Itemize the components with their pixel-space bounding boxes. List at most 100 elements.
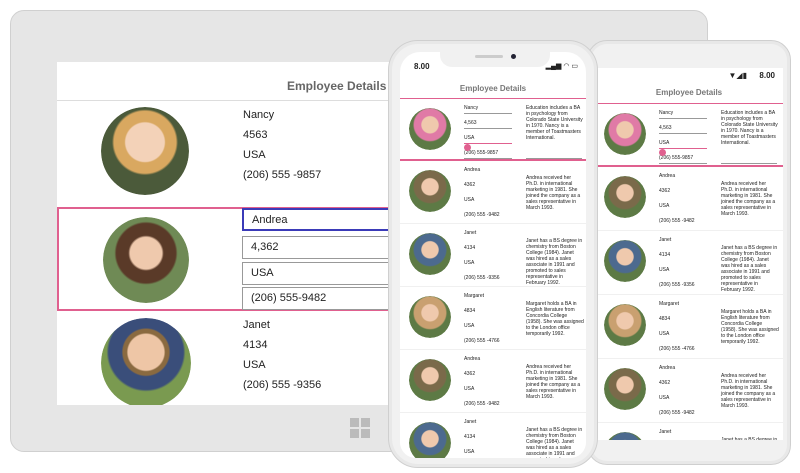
list-item[interactable]: Andrea 4362 USA (206) 555 -9482 Andrea recei… [595,167,783,231]
employee-description: Janet has a BS degree in chemistry from … [721,245,778,293]
employee-id[interactable]: 4,563 [464,120,477,126]
employee-description: Janet has a BS degree in chemistry from … [526,238,583,286]
employee-phone: (206) 555 -9356 [464,275,500,281]
phone-input[interactable]: (206) 555-9482 [242,287,397,310]
employee-phone: (206) 555 -9857 [243,169,322,181]
employee-phone: (206) 555 -4766 [659,346,695,352]
employee-country: USA [464,323,475,329]
input-underline [659,133,707,134]
employee-name[interactable]: Nancy [659,110,674,116]
input-underline [464,143,512,144]
employee-country: USA [464,260,475,266]
page-title: Employee Details [655,88,723,97]
input-underline [659,118,707,119]
employee-phone: (206) 555 -9482 [464,212,500,218]
employee-name: Margaret [464,293,485,299]
employee-description: Andrea received her Ph.D. in internation… [526,364,581,400]
avatar [604,304,646,346]
id-input[interactable]: 4,362 [242,236,397,259]
employee-id: 4134 [464,434,476,440]
avatar [101,318,191,405]
employee-country: USA [464,386,475,392]
avatar [409,359,451,401]
input-underline [464,113,512,114]
employee-country: USA [464,197,475,203]
list-item[interactable]: Andrea 4362 USA (206) 555 -9482 Andrea recei… [400,161,586,224]
employee-phone: (206) 555 -9482 [659,410,695,416]
employee-id: 4362 [659,188,671,194]
employee-description: Andrea received her Ph.D. in internation… [526,175,581,211]
employee-name: Janet [659,237,672,243]
status-time: 8.00 [759,71,775,80]
employee-id[interactable]: 4,563 [659,125,672,131]
employee-country[interactable]: USA [659,140,670,146]
employee-phone: (206) 555 -4766 [464,338,500,344]
list-item[interactable]: Andrea 4362 USA (206) 555 -9482 Andrea recei… [595,359,783,423]
employee-id: 4563 [243,129,268,141]
list-item[interactable]: Nancy 4,563 USA (206) 555-9857 Education inc… [400,98,586,161]
list-item[interactable]: Nancy 4,563 USA (206) 555-9857 Education inc… [595,103,783,167]
employee-description: Janet has a BS degree in chemistry from … [721,437,778,440]
employee-name: Janet [659,429,672,435]
employee-name: Andrea [464,356,481,362]
avatar [604,432,646,440]
employee-name: Andrea [464,167,481,173]
employee-description: Education includes a BA in psychology fr… [721,110,778,146]
status-time: 8.00 [414,62,430,71]
employee-name[interactable]: Nancy [464,105,479,111]
input-underline [464,128,512,129]
list-item[interactable]: Margaret 4834 USA (206) 555 -4766 Margaret h… [595,295,783,359]
employee-phone: (206) 555 -9356 [243,379,322,391]
name-input[interactable]: Andrea [242,208,397,231]
employee-description: Andrea received her Ph.D. in internation… [721,181,776,217]
employee-description: Education includes a BA in psychology fr… [526,105,583,141]
input-underline [659,163,707,164]
employee-name: Janet [464,230,477,236]
avatar [409,108,451,150]
employee-name: Andrea [659,173,676,179]
employee-phone[interactable]: (206) 555-9857 [659,155,694,161]
employee-id: 4134 [659,252,671,258]
avatar [409,233,451,275]
employee-country: USA [243,149,266,161]
country-input[interactable]: USA [242,262,397,285]
employee-description: Margaret holds a BA in English literatur… [526,301,584,337]
text-cursor-handle[interactable] [464,144,471,151]
employee-name: Janet [243,319,270,331]
avatar [604,176,646,218]
list-item[interactable]: Andrea 4362 USA (206) 555 -9482 Andrea recei… [400,350,586,413]
page-title: Employee Details [459,84,527,93]
employee-description: Margaret holds a BA in English literatur… [721,309,779,345]
employee-country: USA [243,359,266,371]
employee-country: USA [659,331,670,337]
text-cursor-handle[interactable] [659,149,666,156]
employee-description: Janet has a BS degree in chemistry from … [526,427,583,458]
avatar [604,113,646,155]
speaker [475,55,503,58]
employee-id: 4362 [464,371,476,377]
employee-name: Andrea [659,365,676,371]
employee-country: USA [464,449,475,455]
employee-phone: (206) 555 -9482 [659,218,695,224]
selected-row[interactable] [57,207,397,311]
employee-name: Margaret [659,301,680,307]
employee-country: USA [659,395,670,401]
employee-phone[interactable]: (206) 555-9857 [464,150,499,156]
iphone-screen: 8.00 ▂▄▆ ◠ ▭ Employee Details Nancy 4,563… [400,52,586,458]
avatar [604,368,646,410]
employee-id: 4362 [659,380,671,386]
list-item[interactable]: Margaret 4834 USA (206) 555 -4766 Margaret h… [400,287,586,350]
avatar [101,107,189,195]
windows-logo-icon [350,418,370,438]
avatar [409,296,451,338]
employee-country[interactable]: USA [464,135,475,141]
signal-wifi-battery-icon: ▂▄▆ ◠ ▭ [545,63,578,70]
employee-country: USA [659,267,670,273]
employee-description: Andrea received her Ph.D. in internation… [721,373,776,409]
employee-name: Janet [464,419,477,425]
avatar [409,422,451,458]
